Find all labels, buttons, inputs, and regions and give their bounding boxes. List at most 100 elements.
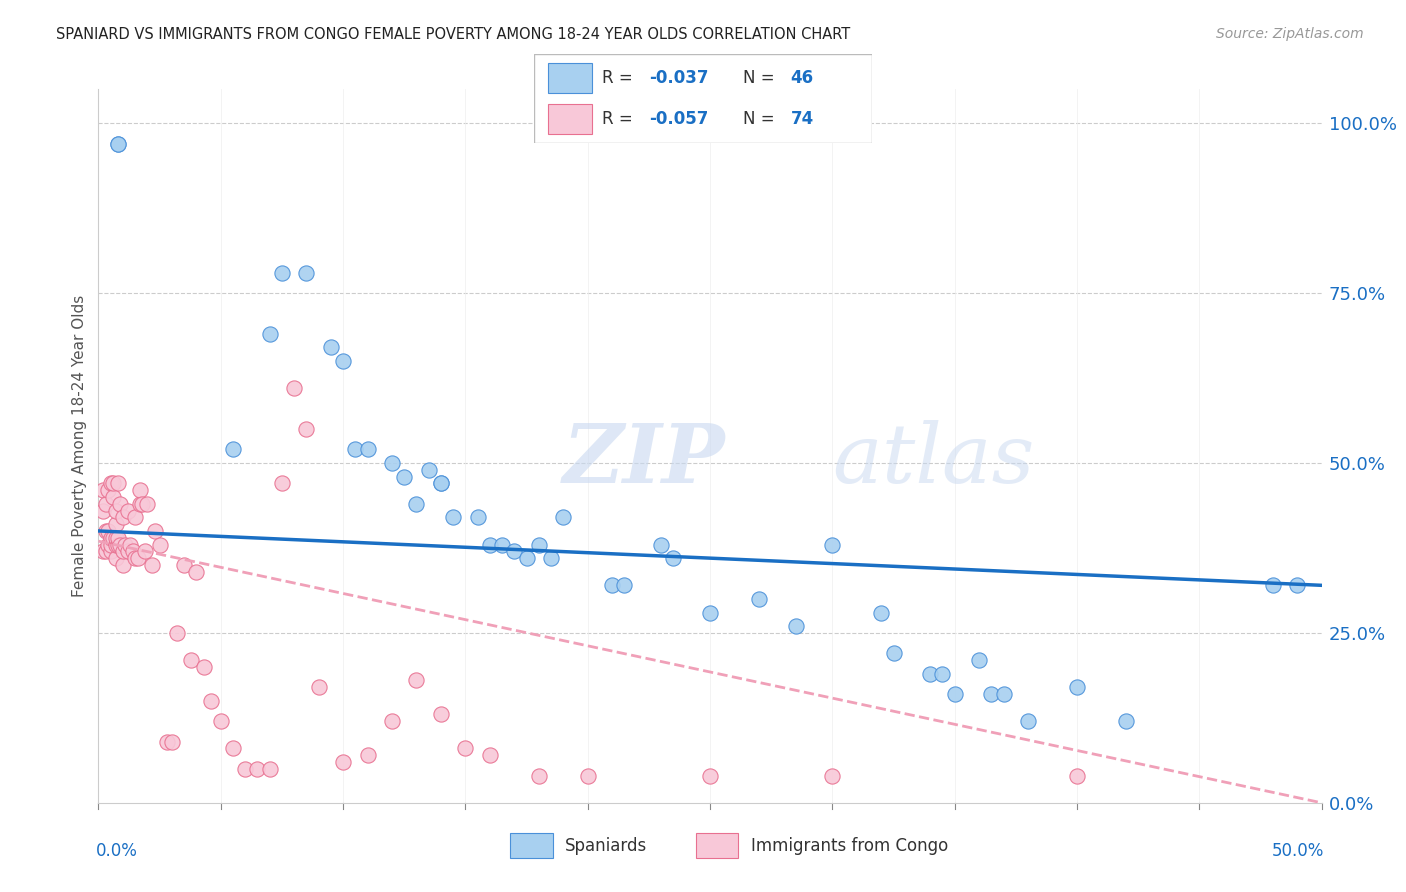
Point [104,517,127,532]
Point [156,734,179,748]
Point [332,755,354,769]
Point [491,537,513,551]
Point [143,524,166,538]
Point [97,537,120,551]
FancyBboxPatch shape [510,833,553,858]
Point [107,531,129,545]
Text: 46: 46 [790,69,814,87]
Point [121,544,143,558]
Point [1286,578,1309,592]
Point [91,483,114,498]
Point [662,551,685,566]
Point [149,537,172,551]
Point [503,544,526,558]
Point [104,537,127,551]
FancyBboxPatch shape [548,104,592,134]
Point [1261,578,1284,592]
Point [111,558,134,572]
Point [699,769,721,783]
Point [430,707,453,722]
Point [418,463,440,477]
Point [107,537,129,551]
Point [967,653,990,667]
Point [515,551,537,566]
Point [980,687,1002,701]
Point [430,476,453,491]
Point [94,544,117,558]
Point [101,490,124,504]
Point [120,537,142,551]
Point [136,497,159,511]
Text: -0.057: -0.057 [650,110,709,128]
Point [381,456,404,470]
Point [392,469,416,483]
Point [129,483,152,498]
Point [650,537,672,551]
Text: ZIP: ZIP [564,420,725,500]
Point [124,551,146,566]
Point [1066,680,1088,694]
Point [553,510,575,524]
Point [478,537,501,551]
Point [467,510,489,524]
Point [527,769,550,783]
Point [319,341,342,355]
Point [454,741,477,756]
Text: R =: R = [602,110,638,128]
Point [100,537,122,551]
Point [180,653,202,667]
Point [259,762,281,776]
Point [821,537,844,551]
Point [283,381,305,395]
Point [295,422,318,436]
Point [91,544,114,558]
Point [107,476,129,491]
Point [110,537,132,551]
Point [104,503,127,517]
Point [127,551,149,566]
Point [193,660,215,674]
Text: N =: N = [744,110,780,128]
Point [246,762,269,776]
Point [356,442,378,457]
Point [1066,769,1088,783]
Point [160,734,183,748]
FancyBboxPatch shape [534,54,872,143]
Point [1115,714,1137,729]
Point [600,578,623,592]
Point [124,510,146,524]
Point [111,510,134,524]
FancyBboxPatch shape [548,63,592,93]
Point [117,503,139,517]
Point [993,687,1015,701]
Point [222,741,245,756]
Text: N =: N = [744,69,780,87]
Point [134,544,156,558]
Point [430,476,453,491]
Text: Spaniards: Spaniards [565,837,647,855]
Point [270,476,294,491]
Point [344,442,367,457]
Point [222,442,245,457]
Text: 50.0%: 50.0% [1271,842,1324,860]
Point [107,136,129,151]
Point [107,136,129,151]
Point [405,673,427,688]
Point [200,694,222,708]
Point [883,646,905,660]
Point [785,619,807,633]
Point [97,524,120,538]
Point [100,531,122,545]
Text: R =: R = [602,69,638,87]
Point [576,769,599,783]
Point [259,326,281,341]
Point [97,483,120,498]
Point [699,606,721,620]
Point [478,748,501,763]
Text: -0.037: -0.037 [650,69,709,87]
Point [104,531,127,545]
Point [405,497,427,511]
Y-axis label: Female Poverty Among 18-24 Year Olds: Female Poverty Among 18-24 Year Olds [72,295,87,597]
Point [101,531,124,545]
Point [870,606,893,620]
